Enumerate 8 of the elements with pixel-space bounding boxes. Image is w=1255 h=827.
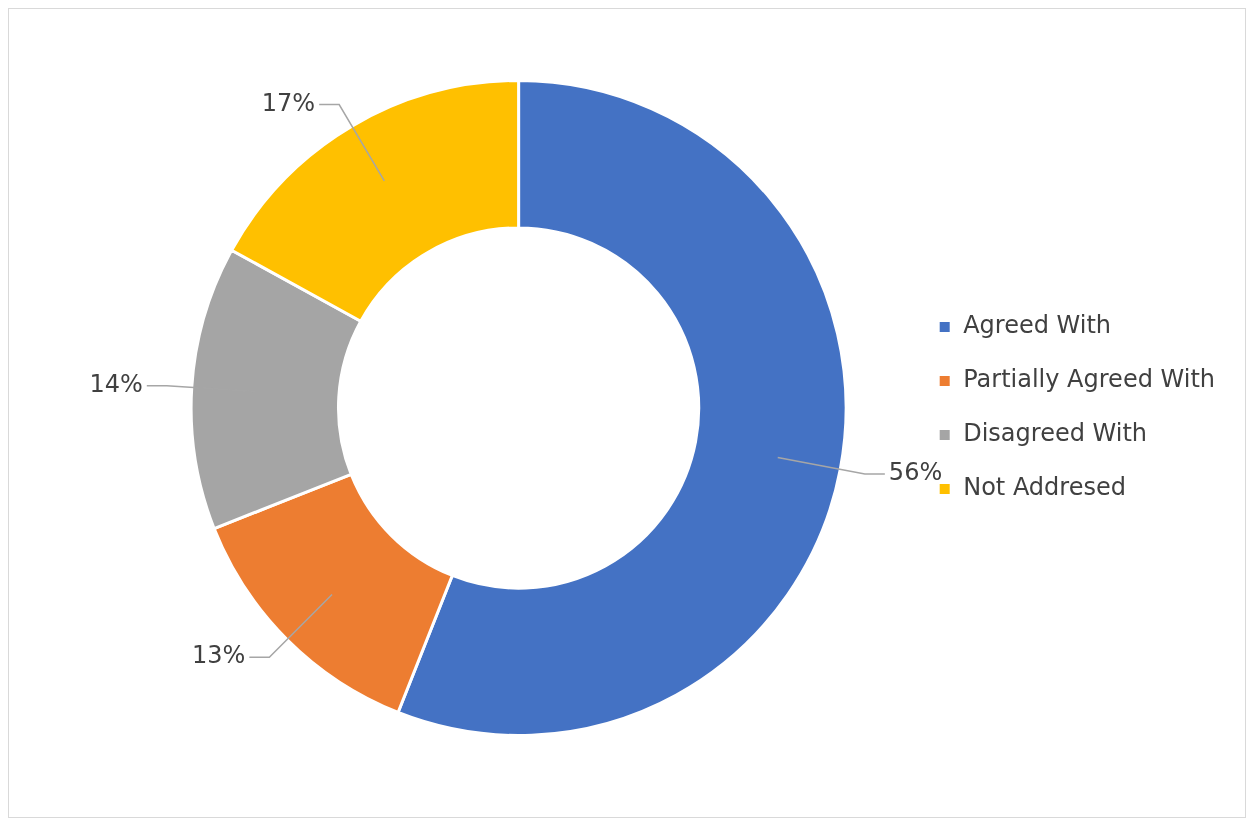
data-label: 56%: [888, 458, 943, 487]
data-label: 17%: [261, 88, 316, 117]
data-label: 14%: [89, 370, 143, 399]
legend-label: Not Addresed: [963, 473, 1126, 502]
legend-label: Partially Agreed With: [963, 365, 1216, 394]
data-label: 13%: [192, 641, 246, 670]
legend-label: Disagreed With: [963, 419, 1148, 448]
legend-label: Agreed With: [963, 311, 1112, 340]
